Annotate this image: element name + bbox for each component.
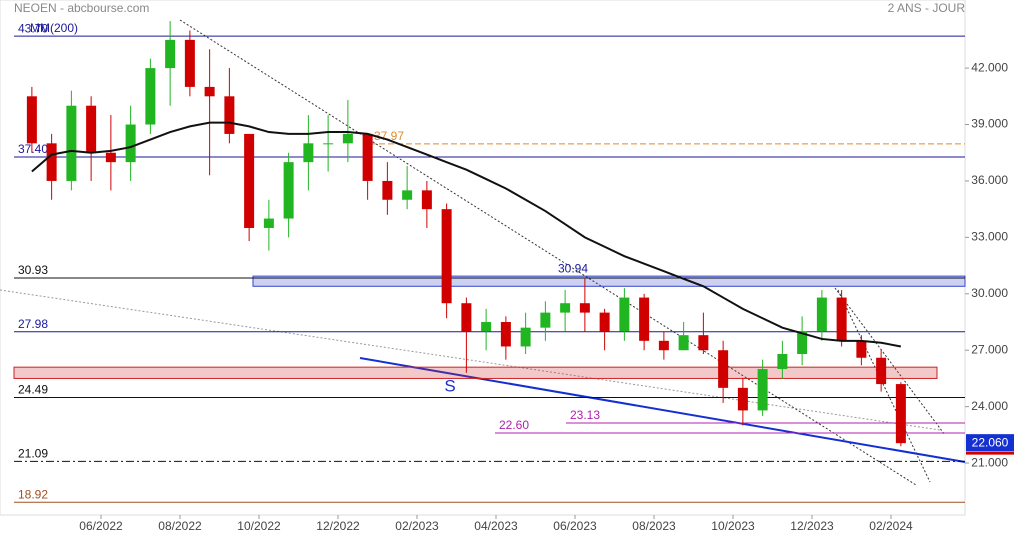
x-tick-label: 10/2022 bbox=[237, 519, 281, 533]
level-label: 18.92 bbox=[18, 487, 48, 501]
level-label: 37.40 bbox=[18, 142, 48, 156]
candles bbox=[26, 21, 906, 447]
candle-body bbox=[658, 340, 669, 351]
level-label: 21.09 bbox=[18, 447, 48, 461]
x-tick-label: 06/2023 bbox=[553, 519, 597, 533]
candle-body bbox=[184, 39, 195, 87]
candle-body bbox=[481, 322, 492, 332]
candle-body bbox=[876, 357, 887, 385]
candle-body bbox=[777, 353, 788, 370]
candle-body bbox=[461, 303, 472, 332]
level-label: 27.98 bbox=[18, 317, 48, 331]
candle-body bbox=[836, 297, 847, 341]
level-label: 43.70 bbox=[18, 21, 48, 35]
candle-body bbox=[441, 209, 452, 304]
candle-body bbox=[105, 152, 116, 163]
x-tick-label: 06/2022 bbox=[79, 519, 123, 533]
candle-body bbox=[895, 384, 906, 444]
candle-body bbox=[46, 143, 57, 181]
candle-body bbox=[757, 369, 768, 411]
candle-body bbox=[520, 327, 531, 347]
price-badge bbox=[966, 434, 1014, 452]
y-tick-label: 42.000 bbox=[971, 60, 1008, 74]
zone-label: 30.94 bbox=[558, 261, 588, 275]
candle-body bbox=[204, 86, 215, 97]
y-tick-label: 24.000 bbox=[971, 399, 1008, 413]
trend-line bbox=[834, 287, 946, 436]
ma-line bbox=[31, 121, 902, 348]
candle-body bbox=[26, 96, 37, 144]
candle-body bbox=[856, 340, 867, 358]
candle-body bbox=[500, 322, 511, 347]
candle-body bbox=[402, 190, 413, 200]
x-tick-label: 10/2023 bbox=[711, 519, 755, 533]
candle-body bbox=[579, 303, 590, 313]
x-tick-label: 02/2023 bbox=[395, 519, 439, 533]
level-label: 24.49 bbox=[18, 383, 48, 397]
chart-title: NEOEN - abcbourse.com bbox=[14, 1, 149, 15]
candle-body bbox=[323, 143, 334, 145]
candle-body bbox=[86, 105, 97, 153]
y-tick-label: 27.000 bbox=[971, 342, 1008, 356]
y-tick-label: 21.000 bbox=[971, 455, 1008, 469]
candle-body bbox=[540, 312, 551, 328]
level-label: 22.60 bbox=[499, 418, 529, 432]
candle-body bbox=[619, 297, 630, 332]
candle-body bbox=[797, 331, 808, 354]
candle-body bbox=[698, 335, 709, 351]
level-label: 23.13 bbox=[570, 408, 600, 422]
trend-line bbox=[179, 19, 917, 486]
candle-body bbox=[737, 387, 748, 411]
candle-body bbox=[639, 297, 650, 341]
trend-lines bbox=[0, 19, 966, 486]
candle-body bbox=[382, 180, 393, 200]
support-line bbox=[359, 357, 966, 463]
x-tick-label: 02/2024 bbox=[869, 519, 913, 533]
background-layer: 30.94 43.70 37.40 37.97 30.93 27.98 24.49 23.13… bbox=[13, 21, 966, 503]
candle-body bbox=[342, 133, 353, 144]
candle-body bbox=[678, 335, 689, 351]
candle-body bbox=[303, 143, 314, 163]
candle-body bbox=[362, 133, 373, 181]
candle-body bbox=[263, 218, 274, 228]
x-tick-label: 08/2022 bbox=[158, 519, 202, 533]
trend-line bbox=[837, 289, 931, 483]
chart-subtitle: 2 ANS - JOUR bbox=[888, 1, 966, 15]
candle-body bbox=[244, 133, 255, 228]
candle-body bbox=[145, 68, 156, 125]
x-tick-label: 12/2022 bbox=[316, 519, 360, 533]
plot-area bbox=[0, 0, 966, 516]
y-tick-label: 30.000 bbox=[971, 286, 1008, 300]
candle-body bbox=[816, 297, 827, 332]
annotation: S bbox=[444, 376, 455, 395]
y-tick-label: 39.000 bbox=[971, 117, 1008, 131]
candle-body bbox=[125, 124, 136, 163]
zone bbox=[252, 275, 966, 287]
candle-body bbox=[599, 312, 610, 332]
candle-body bbox=[421, 190, 432, 210]
candle-body bbox=[224, 96, 235, 134]
price-label: 22.060 bbox=[972, 435, 1009, 449]
level-label: 37.97 bbox=[374, 129, 404, 143]
candle-body bbox=[165, 39, 176, 69]
x-tick-label: 08/2023 bbox=[632, 519, 676, 533]
x-tick-label: 04/2023 bbox=[474, 519, 518, 533]
legend-entry: MM(200) bbox=[30, 21, 78, 35]
y-tick-label: 33.000 bbox=[971, 230, 1008, 244]
candle-body bbox=[283, 162, 294, 219]
candle-body bbox=[718, 350, 729, 388]
zone bbox=[13, 366, 938, 379]
candle-body bbox=[66, 105, 77, 181]
y-tick-label: 36.000 bbox=[971, 173, 1008, 187]
x-tick-label: 12/2023 bbox=[790, 519, 834, 533]
candle-body bbox=[560, 303, 571, 313]
level-label: 30.93 bbox=[18, 263, 48, 277]
